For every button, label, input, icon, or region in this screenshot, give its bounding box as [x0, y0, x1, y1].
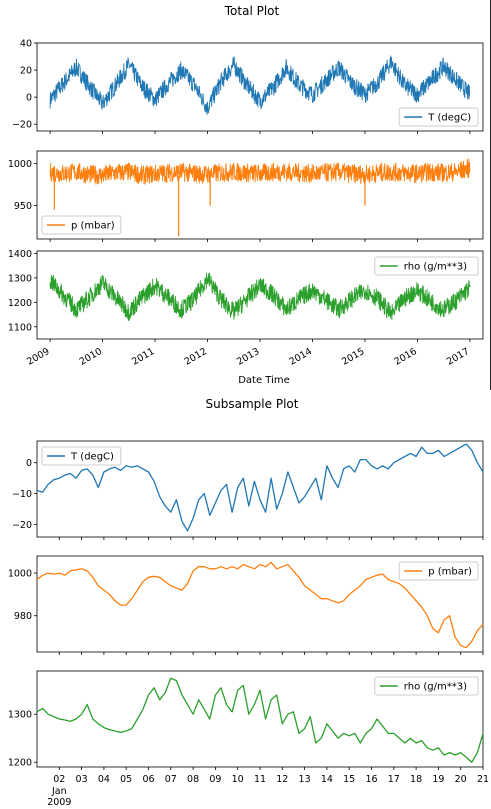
subsample-xtick-label: 20 [455, 774, 467, 785]
total-xtick-label: 2015 [340, 346, 366, 368]
total-xtick-label: 2009 [25, 346, 51, 368]
total-xtick-label: 2011 [130, 346, 156, 368]
subsample-panel-1-series-line [36, 443, 484, 532]
total-xtick-label: 2014 [288, 346, 314, 368]
subsample-xtick-label: 13 [299, 774, 311, 785]
subsample-xtick-label: 04 [98, 774, 110, 785]
subsample-panel-2-ytick-label: 980 [14, 611, 32, 622]
total-panel-3-ytick-label: 1300 [8, 273, 32, 284]
total-panel-1-ytick-label: 0 [26, 93, 32, 104]
total-xtick-label: 2016 [392, 346, 418, 368]
total-panel-1-series-line [49, 55, 471, 115]
total-panel-2-series-line [49, 158, 471, 185]
subsample-panel-1-legend-label: T (degC) [70, 452, 114, 463]
subsample-xtick-sublabel: Jan [51, 786, 67, 797]
subsample-panel-2-legend-box [398, 561, 479, 581]
total-xtick-label: 2010 [78, 346, 104, 368]
subsample-xtick-label: 05 [120, 774, 132, 785]
total-panel-3-legend-box [374, 256, 479, 276]
subsample-panel-2-ytick-label: 1000 [8, 569, 32, 580]
subsample-xtick-label: 19 [432, 774, 444, 785]
total-xtick-label: 2017 [445, 346, 471, 368]
subsample-xtick-sublabel: 2009 [47, 797, 71, 808]
subsample-panel-1-legend-box [41, 446, 122, 466]
subsample-xtick-label: 14 [321, 774, 333, 785]
subsample-panel-3-series-line [36, 677, 484, 763]
subsample-xtick-label: 02 [53, 774, 65, 785]
total-plot-title: Total Plot [224, 4, 280, 18]
total-panel-1-legend-label: T (degC) [427, 113, 471, 124]
subsample-xtick-label: 10 [232, 774, 244, 785]
subsample-panel-1-ytick-label: −10 [12, 489, 32, 500]
subsample-panel-3-ytick-label: 1300 [8, 710, 32, 721]
total-xlabel: Date Time [238, 375, 290, 386]
total-panel-2-ytick-label: 950 [14, 201, 32, 212]
total-panel-3-legend-label: rho (g/m**3) [404, 262, 467, 273]
total-panel-1-legend-box [398, 107, 479, 127]
subsample-panel-3-ytick-label: 1200 [8, 758, 32, 769]
subsample-xtick-label: 11 [254, 774, 266, 785]
subsample-panel-3-legend-box [374, 676, 479, 696]
subsample-panel-3-legend-label: rho (g/m**3) [404, 682, 467, 693]
subsample-plot-title: Subsample Plot [206, 397, 299, 411]
subsample-panel-2-series-line [36, 561, 484, 649]
total-panel-2-legend-label: p (mbar) [71, 221, 115, 232]
subsample-xtick-label: 09 [209, 774, 221, 785]
total-panel-3-series-line [49, 272, 471, 322]
subsample-xtick-label: 06 [142, 774, 154, 785]
total-panel-3-ytick-label: 1400 [8, 249, 32, 260]
subsample-xtick-label: 07 [165, 774, 177, 785]
subsample-xtick-label: 17 [388, 774, 400, 785]
subsample-xtick-label: 16 [365, 774, 377, 785]
total-panel-3-ytick-label: 1100 [8, 322, 32, 333]
total-panel-1-ytick-label: 20 [20, 66, 32, 77]
subsample-xtick-label: 21 [477, 774, 489, 785]
subsample-panel-1-ytick-label: −20 [12, 520, 32, 531]
total-panel-1-ytick-label: −20 [12, 120, 32, 131]
subsample-xtick-label: 08 [187, 774, 199, 785]
subsample-xtick-label: 18 [410, 774, 422, 785]
subsample-panel-1-ytick-label: 0 [26, 458, 32, 469]
total-panel-1-ytick-label: 40 [20, 39, 32, 50]
subsample-panel-2-legend-label: p (mbar) [428, 567, 472, 578]
subsample-xtick-label: 03 [76, 774, 88, 785]
total-xtick-label: 2013 [235, 346, 261, 368]
total-panel-3-ytick-label: 1200 [8, 298, 32, 309]
subsample-xtick-label: 12 [276, 774, 288, 785]
subsample-xtick-label: 15 [343, 774, 355, 785]
total-panel-2-ytick-label: 1000 [8, 159, 32, 170]
total-xtick-label: 2012 [183, 346, 209, 368]
total-panel-2-legend-box [41, 215, 122, 235]
